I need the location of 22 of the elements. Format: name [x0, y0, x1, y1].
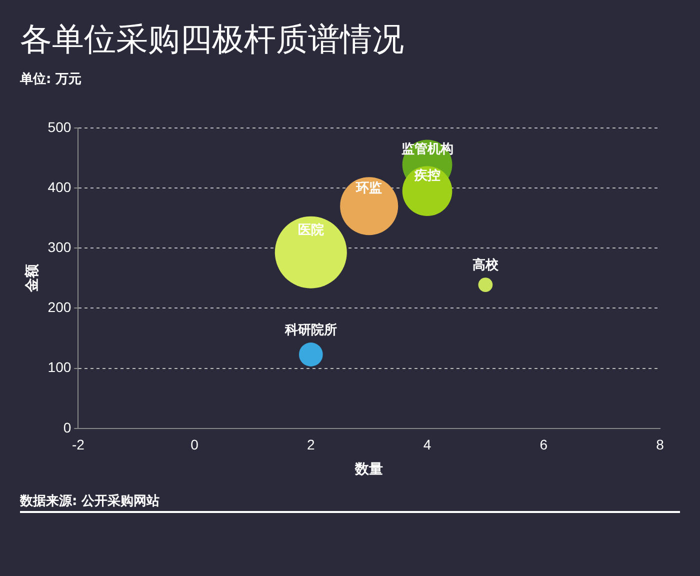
- y-tick-label: 300: [48, 239, 72, 256]
- series-label: 高校: [472, 256, 500, 273]
- series-label: 环监: [355, 181, 382, 196]
- series-label: 科研院所: [284, 322, 337, 338]
- y-tick-label: 0: [63, 419, 72, 436]
- x-tick-label: -2: [72, 436, 85, 453]
- y-tick-label: 200: [48, 299, 72, 316]
- source-note: 数据来源: 公开采购网站: [20, 492, 160, 510]
- series-label: 医院: [298, 222, 324, 238]
- x-tick-label: 4: [423, 436, 432, 453]
- series-label: 疾控: [413, 167, 440, 184]
- chart-subtitle: 单位: 万元: [20, 71, 82, 88]
- x-axis-title: 数量: [354, 460, 384, 476]
- y-axis-title: 金额: [23, 263, 40, 294]
- x-tick-label: 2: [306, 436, 315, 453]
- chart-title: 各单位采购四极杆质谱情况: [20, 19, 404, 60]
- y-tick-label: 100: [48, 359, 72, 376]
- y-tick-label: 400: [48, 178, 72, 195]
- x-tick-label: 6: [540, 436, 548, 453]
- x-tick-label: 8: [656, 436, 664, 453]
- y-tick-label: 500: [48, 118, 72, 135]
- x-tick-label: 0: [190, 436, 199, 453]
